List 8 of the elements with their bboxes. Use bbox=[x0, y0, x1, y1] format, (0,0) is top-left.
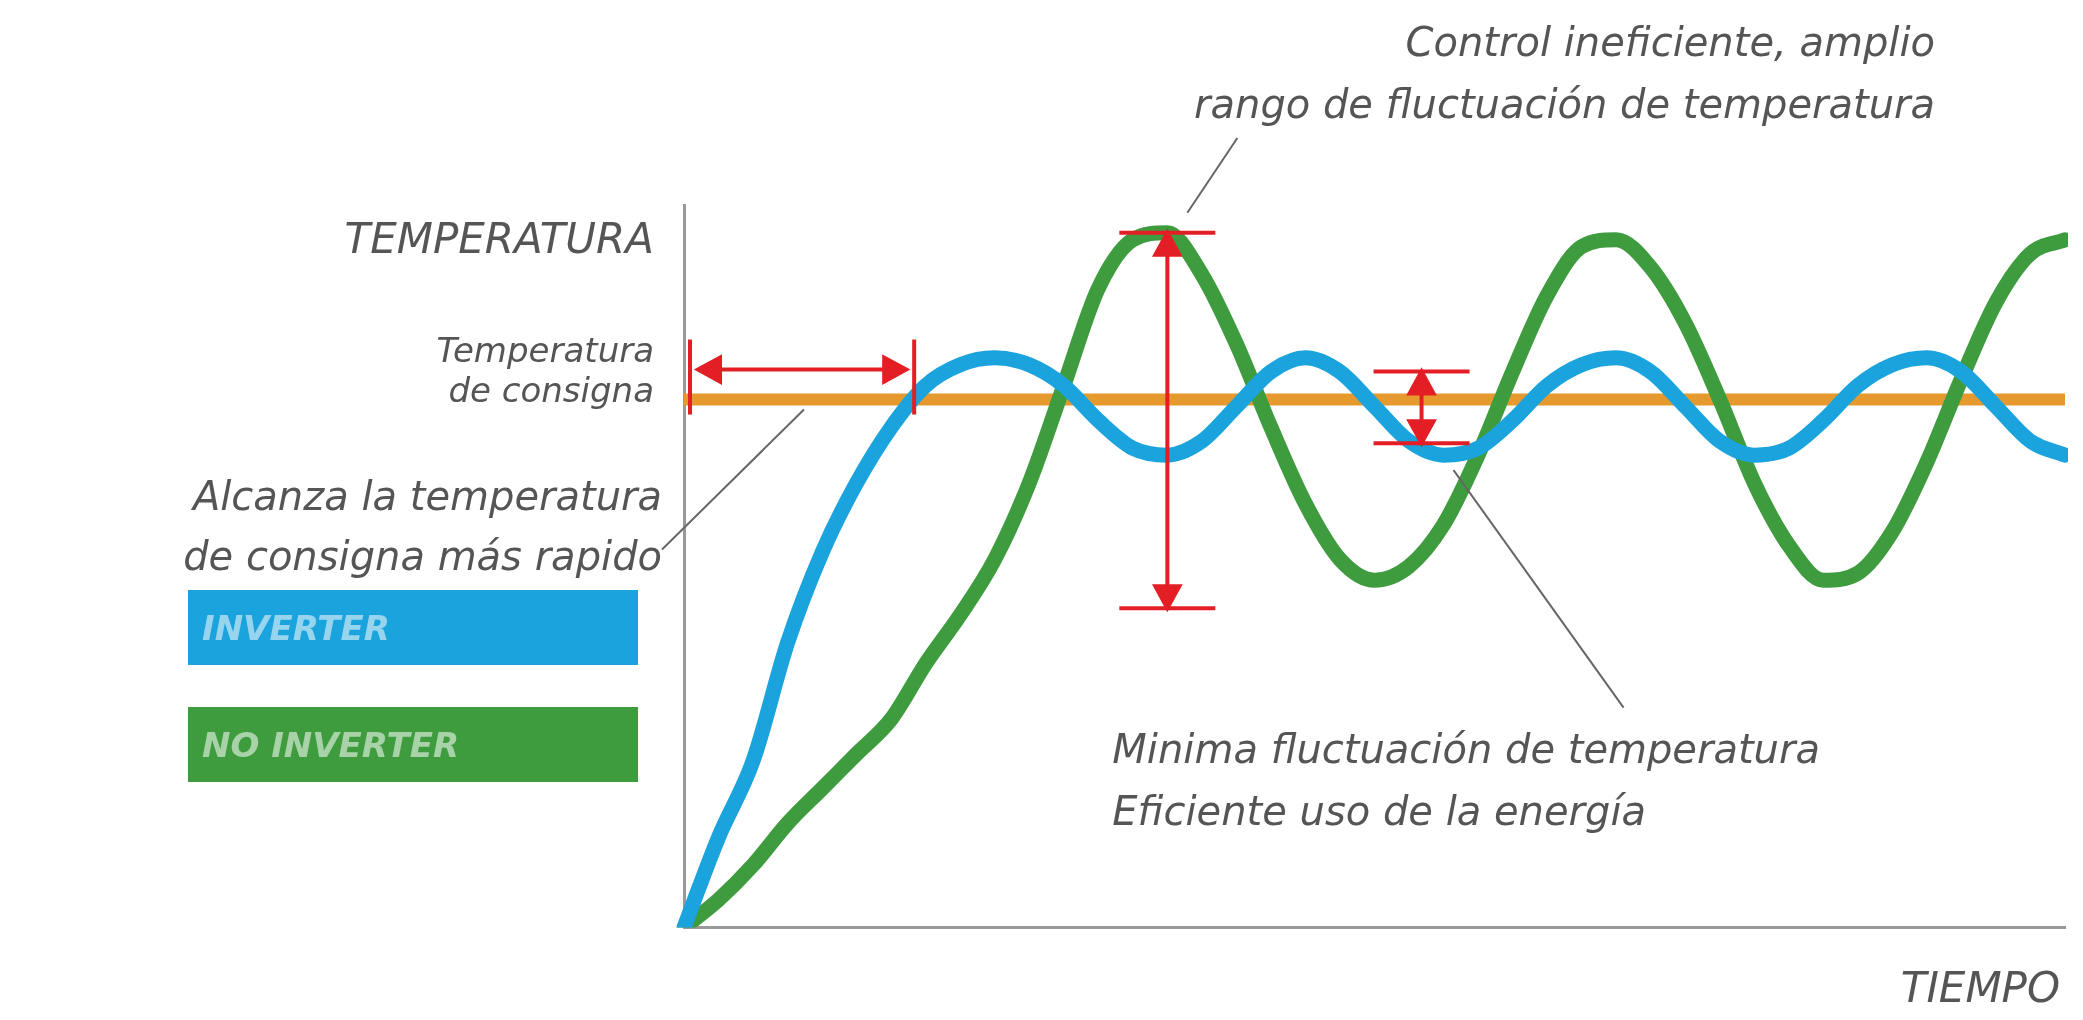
text: Alcanza la temperatura de consigna más rapido bbox=[183, 472, 662, 579]
x-axis-title: TIEMPO bbox=[1900, 963, 2060, 1012]
text: NO INVERTER bbox=[188, 707, 638, 782]
text: Control ineficiente, amplio rango de fluctuación de temperatura bbox=[1194, 19, 1935, 127]
text: INVERTER bbox=[188, 590, 638, 665]
annotation: Minima fluctuación de temperatura Eficiente uso de la energía bbox=[1112, 725, 1820, 834]
y-axis-title: TEMPERATURA bbox=[344, 214, 654, 263]
ref-line-label: Temperatura de consigna bbox=[436, 329, 654, 410]
